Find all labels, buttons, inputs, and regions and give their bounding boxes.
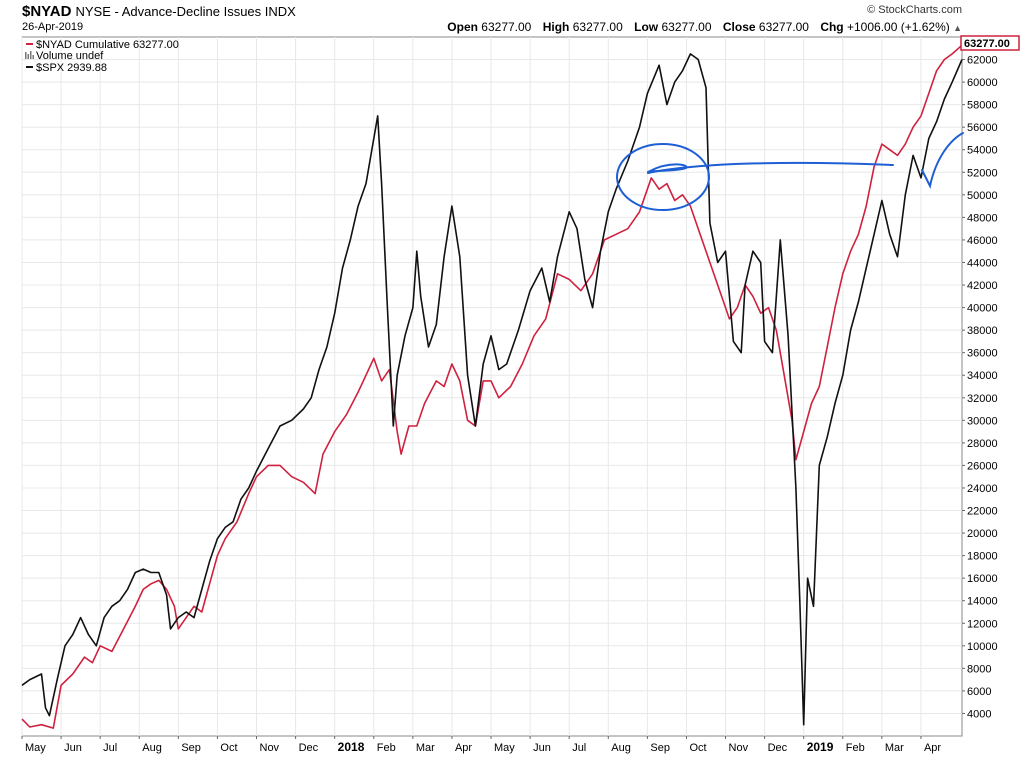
annotation-connector [647, 161, 894, 174]
x-tick-label: Feb [377, 742, 396, 754]
y-tick-label: 18000 [967, 551, 998, 563]
ohlc-summary: Open 63277.00 High 63277.00 Low 63277.00… [439, 20, 962, 34]
x-tick-label: Mar [416, 742, 435, 754]
high-label: High [542, 20, 570, 34]
y-tick-label: 50000 [967, 190, 998, 202]
nyad-line [21, 44, 963, 729]
y-tick-label: 42000 [967, 280, 998, 292]
y-tick-label: 28000 [967, 438, 998, 450]
brand-watermark[interactable]: © StockCharts.com [867, 4, 962, 16]
annotation-circle [616, 143, 710, 211]
x-tick-label: Jun [533, 742, 551, 754]
close-label: Close [722, 20, 756, 34]
low-label: Low [634, 20, 659, 34]
y-tick-label: 34000 [967, 370, 998, 382]
y-tick-label: 48000 [967, 212, 998, 224]
y-tick-label: 32000 [967, 393, 998, 405]
volume-bars-icon [25, 51, 34, 59]
x-tick-label: Aug [142, 742, 162, 754]
x-tick-label: Nov [729, 742, 749, 754]
x-tick-label: Sep [650, 742, 670, 754]
y-tick-label: 22000 [967, 506, 998, 518]
y-tick-label: 12000 [967, 618, 998, 630]
x-tick-label: Mar [885, 742, 904, 754]
last-value-marker: 63277.00 [960, 35, 1020, 51]
x-tick-label: 2019 [807, 740, 834, 754]
x-tick-label: Feb [846, 742, 865, 754]
y-tick-label: 46000 [967, 235, 998, 247]
last-value-label: 63277.00 [964, 38, 1010, 50]
y-tick-label: 60000 [967, 77, 998, 89]
x-tick-label: May [25, 742, 46, 754]
y-tick-label: 10000 [967, 641, 998, 653]
last-value-box [960, 35, 1020, 51]
legend-spx: $SPX 2939.88 [36, 62, 107, 74]
y-tick-label: 38000 [967, 325, 998, 337]
y-tick-label: 26000 [967, 460, 998, 472]
y-tick-label: 30000 [967, 415, 998, 427]
y-tick-label: 16000 [967, 573, 998, 585]
annotation-check [921, 132, 964, 189]
x-tick-label: Jul [103, 742, 117, 754]
x-tick-label: Aug [611, 742, 631, 754]
chg-value: +1006.00 (+1.62%) [846, 20, 950, 34]
x-axis: May Jun Jul Aug Sep Oct Nov Dec 2018 Feb Mar Apr May… [21, 736, 941, 754]
y-tick-label: 44000 [967, 257, 998, 269]
low-value: 63277.00 [661, 20, 712, 34]
x-tick-label: Jun [64, 742, 82, 754]
chart-title: NYSE - Advance-Decline Issues INDX [75, 4, 296, 19]
chart-date: 26-Apr-2019 [22, 21, 84, 33]
y-tick-label: 24000 [967, 483, 998, 495]
open-value: 63277.00 [481, 20, 532, 34]
y-axis: 4000 6000 8000 10000 12000 14000 16000 18000 200… [962, 55, 998, 720]
high-value: 63277.00 [572, 20, 623, 34]
x-tick-label: Sep [181, 742, 201, 754]
y-tick-label: 56000 [967, 122, 998, 134]
y-tick-label: 20000 [967, 528, 998, 540]
x-tick-label: Oct [220, 742, 237, 754]
legend-volume: Volume undef [36, 50, 104, 62]
x-tick-label: May [494, 742, 515, 754]
y-tick-label: 62000 [967, 55, 998, 67]
x-tick-label: Dec [768, 742, 788, 754]
y-tick-label: 6000 [967, 686, 991, 698]
series-lines [21, 44, 963, 729]
y-tick-label: 40000 [967, 303, 998, 315]
close-value: 63277.00 [758, 20, 809, 34]
x-tick-label: Apr [924, 742, 941, 754]
x-tick-label: Dec [299, 742, 319, 754]
y-tick-label: 8000 [967, 663, 991, 675]
y-tick-label: 14000 [967, 596, 998, 608]
legend-nyad: $NYAD Cumulative 63277.00 [36, 39, 179, 51]
plot-frame [21, 36, 963, 737]
y-tick-label: 52000 [967, 167, 998, 179]
x-tick-label: Apr [455, 742, 472, 754]
chg-label: Chg [820, 20, 844, 34]
y-tick-label: 54000 [967, 145, 998, 157]
y-tick-label: 4000 [967, 708, 991, 720]
x-tick-label: 2018 [338, 740, 365, 754]
open-label: Open [447, 20, 478, 34]
annotation-drawing [616, 132, 964, 211]
up-arrow-icon: ▲ [953, 23, 962, 33]
x-tick-label: Oct [689, 742, 706, 754]
chart-header: $NYAD NYSE - Advance-Decline Issues INDX … [22, 3, 962, 35]
x-tick-label: Jul [572, 742, 586, 754]
y-tick-label: 36000 [967, 348, 998, 360]
y-tick-label: 58000 [967, 100, 998, 112]
chart-legend: $NYAD Cumulative 63277.00 Volume undef $… [25, 39, 179, 74]
x-tick-label: Nov [260, 742, 280, 754]
symbol: $NYAD [22, 3, 72, 20]
grid-lines [21, 37, 962, 736]
spx-line [21, 53, 963, 726]
